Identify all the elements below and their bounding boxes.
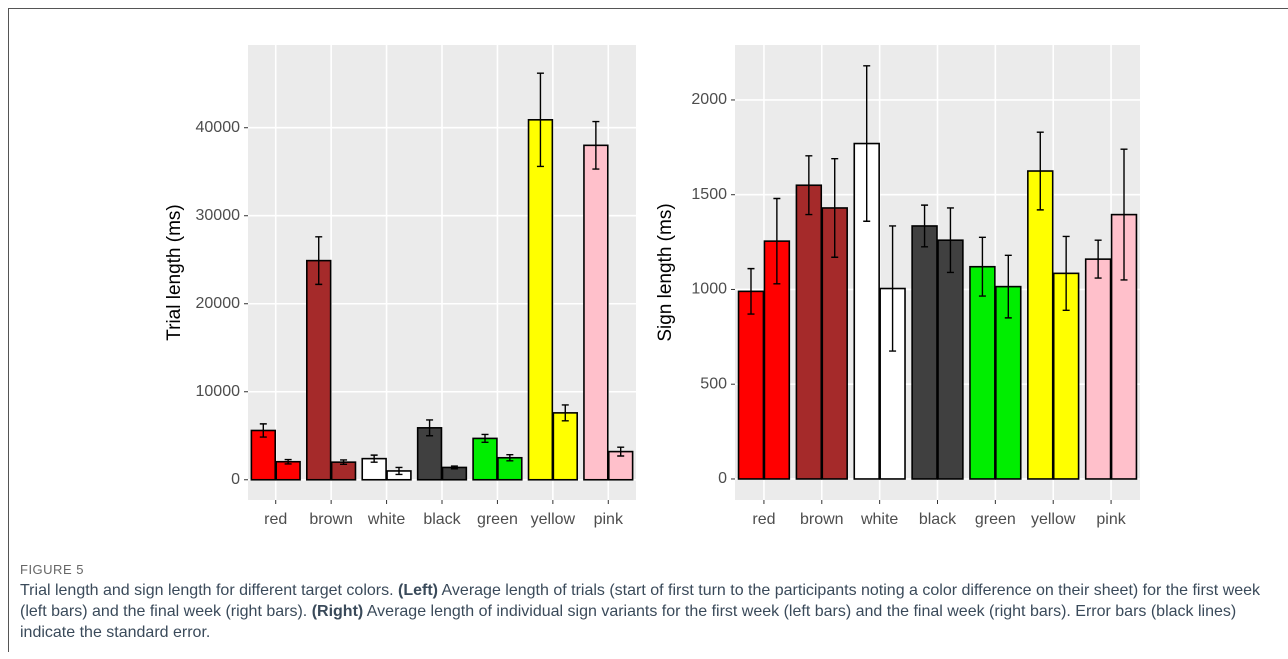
caption-segment: (Left)	[398, 582, 438, 599]
bar	[583, 144, 609, 481]
bar	[795, 184, 823, 480]
error-bar	[536, 72, 544, 168]
caption-segment: Trial length and sign length for differe…	[20, 582, 398, 599]
y-tick-label: 1500	[691, 186, 727, 203]
error-bar	[395, 466, 403, 476]
error-bar	[450, 465, 458, 470]
error-bar	[340, 459, 348, 466]
error-bar	[1004, 254, 1012, 319]
bar	[250, 429, 277, 481]
bar	[472, 437, 498, 481]
bar	[527, 119, 554, 481]
caption-segment: Average length of individual sign varian…	[20, 603, 1237, 641]
error-bar	[1120, 148, 1128, 281]
x-tick-label: pink	[1096, 511, 1126, 528]
caption: Trial length and sign length for differe…	[20, 580, 1275, 643]
error-bar	[1062, 235, 1070, 312]
x-tick-label: brown	[800, 511, 844, 528]
error-bar	[1036, 131, 1044, 211]
x-tick-label: green	[477, 511, 518, 528]
x-tick-label: green	[975, 511, 1016, 528]
error-bar	[978, 236, 986, 297]
error-bar	[946, 207, 954, 274]
y-tick-label: 40000	[196, 119, 241, 136]
frame-left	[8, 8, 9, 652]
error-bar	[617, 446, 625, 457]
error-bar	[315, 236, 323, 286]
bar	[1027, 170, 1054, 480]
error-bar	[773, 197, 781, 285]
y-tick-label: 2000	[691, 91, 727, 108]
x-tick-label: yellow	[1031, 511, 1076, 528]
bar	[937, 239, 964, 480]
caption-segment: Average length of trials (start of first…	[20, 582, 1261, 620]
x-tick-label: white	[860, 511, 898, 528]
error-bar	[747, 267, 755, 315]
figure-label: FIGURE 5	[20, 562, 84, 577]
error-bar	[889, 225, 897, 352]
error-bar	[831, 158, 839, 258]
bar	[911, 225, 938, 480]
error-bar	[284, 458, 292, 465]
error-bar	[921, 204, 929, 248]
error-bar	[481, 433, 489, 444]
y-tick-label: 500	[700, 375, 727, 392]
y-tick-label: 1000	[691, 281, 727, 298]
x-tick-label: brown	[309, 511, 353, 528]
error-bar	[592, 120, 600, 170]
x-tick-label: pink	[594, 511, 624, 528]
bar	[552, 412, 578, 481]
bar	[969, 265, 996, 480]
y-tick-label: 0	[231, 471, 240, 488]
error-bar	[259, 423, 267, 438]
y-axis-title: Sign length (ms)	[655, 203, 676, 341]
x-tick-label: red	[264, 511, 287, 528]
error-bar	[1094, 239, 1102, 279]
x-tick-label: black	[919, 511, 957, 528]
y-tick-label: 0	[718, 470, 727, 487]
error-bar	[506, 453, 514, 462]
error-bar	[805, 155, 813, 216]
error-bar	[370, 454, 378, 463]
bar	[737, 290, 765, 480]
y-axis-title: Trial length (ms)	[164, 204, 185, 341]
x-tick-label: black	[423, 511, 461, 528]
error-bar	[561, 404, 569, 422]
bar	[306, 259, 332, 481]
caption-segment: (Right)	[311, 603, 364, 620]
x-tick-label: yellow	[531, 511, 576, 528]
error-bar	[426, 419, 434, 437]
charts: Trial length (ms)010000200003000040000re…	[164, 45, 1140, 528]
x-tick-label: white	[367, 511, 405, 528]
y-tick-label: 20000	[196, 295, 241, 312]
y-tick-label: 10000	[196, 383, 241, 400]
x-tick-label: red	[752, 511, 775, 528]
bar	[1084, 258, 1112, 480]
y-tick-label: 30000	[196, 207, 241, 224]
frame-top	[8, 8, 1288, 9]
error-bar	[863, 65, 871, 222]
